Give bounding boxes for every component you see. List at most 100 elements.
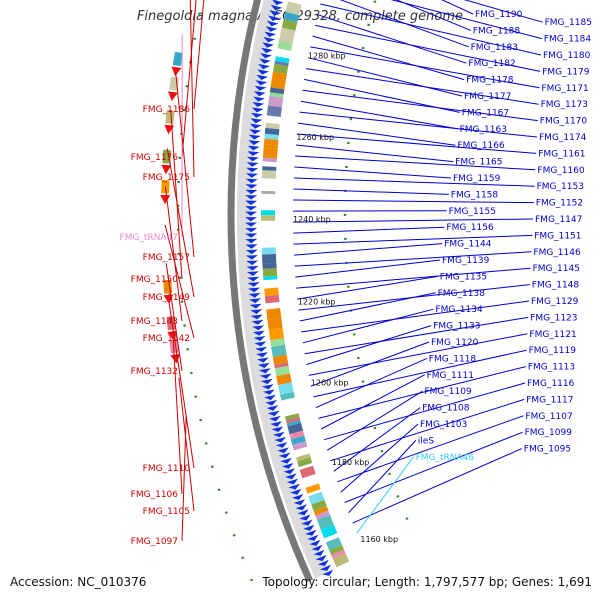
gene-label-plus[interactable]: FMG_1179 xyxy=(542,67,590,77)
gene-label-plus[interactable]: FMG_1159 xyxy=(453,174,501,184)
gene-label-plus[interactable]: FMG_1156 xyxy=(446,223,494,233)
gene-label-plus[interactable]: FMG_1148 xyxy=(532,281,580,291)
gene-label-plus[interactable]: FMG_1103 xyxy=(420,420,467,430)
gene-label-minus[interactable]: FMG_1186 xyxy=(143,105,191,115)
gene-arrow-plus-34 xyxy=(251,107,264,113)
gene-label-plus[interactable]: FMG_1146 xyxy=(533,248,581,258)
gene-label-plus[interactable]: FMG_1145 xyxy=(533,264,580,274)
leader-line-plus xyxy=(310,46,540,89)
gene-label-plus[interactable]: FMG_1107 xyxy=(525,412,572,422)
feature-block-23 xyxy=(266,105,282,117)
gene-label-plus[interactable]: FMG_1178 xyxy=(466,76,514,86)
gene-label-plus[interactable]: FMG_1165 xyxy=(455,158,502,168)
gene-label-plus[interactable]: FMG_1120 xyxy=(431,338,479,348)
gene-label-minus[interactable]: FMG_1150 xyxy=(131,275,179,285)
gene-label-plus[interactable]: FMG_1116 xyxy=(527,379,575,389)
gene-label-minus[interactable]: FMG_1176 xyxy=(131,153,179,163)
feature-block-47 xyxy=(271,344,287,358)
leader-line-plus xyxy=(293,234,533,245)
gene-label-plus[interactable]: FMG_1155 xyxy=(449,207,496,217)
gene-label-plus[interactable]: FMG_1158 xyxy=(451,190,499,200)
gene-label-plus[interactable]: FMG_1167 xyxy=(462,108,509,118)
gene-label-plus[interactable]: FMG_1180 xyxy=(543,51,591,61)
gene-label-plus[interactable]: FMG_1109 xyxy=(424,387,472,397)
gene-label-plus[interactable]: FMG_tRNA46 xyxy=(416,453,475,463)
leader-line-plus xyxy=(310,341,430,387)
gene-label-plus[interactable]: FMG_1182 xyxy=(468,59,515,69)
gene-label-plus[interactable]: FMG_1177 xyxy=(464,92,511,102)
gene-label-plus[interactable]: FMG_1166 xyxy=(457,141,505,151)
gene-label-plus[interactable]: FMG_1190 xyxy=(475,10,523,20)
guide-ring-1 xyxy=(176,0,262,600)
gene-label-plus[interactable]: FMG_1133 xyxy=(433,322,480,332)
gene-arrow-plus-109 xyxy=(297,509,309,516)
feature-block-39 xyxy=(262,268,278,277)
feature-block-35 xyxy=(261,215,275,221)
gene-label-plus[interactable]: FMG_1117 xyxy=(526,395,573,405)
gene-label-plus[interactable]: FMG_1188 xyxy=(473,26,521,36)
gene-arrow-plus-72 xyxy=(250,314,263,320)
gene-label-plus[interactable]: FMG_1119 xyxy=(529,346,577,356)
gene-label-plus[interactable]: FMG_1151 xyxy=(534,231,581,241)
gene-label-plus[interactable]: FMG_1134 xyxy=(435,305,483,315)
feature-block-73 xyxy=(331,549,346,559)
gene-label-minus[interactable]: FMG_1149 xyxy=(143,293,191,303)
leader-line-plus xyxy=(390,0,542,40)
gene-label-plus[interactable]: FMG_1095 xyxy=(524,445,571,455)
feature-block-53 xyxy=(280,391,295,401)
gene-label-plus[interactable]: FMG_1111 xyxy=(427,371,474,381)
leader-line-plus xyxy=(299,292,436,322)
gene-arrow-plus-68 xyxy=(248,292,261,298)
gene-labels[interactable]: FMG_1190 FMG_1185 FMG_1188 FMG_1184 FMG_1183… xyxy=(119,10,591,547)
gene-arrow-plus-75 xyxy=(252,330,265,336)
gene-label-plus[interactable]: FMG_1129 xyxy=(531,297,579,307)
gene-label-plus[interactable]: FMG_1099 xyxy=(525,428,573,438)
gene-label-minus[interactable]: FMG_1157 xyxy=(143,253,190,263)
gene-label-plus[interactable]: FMG_1163 xyxy=(460,125,507,135)
gene-label-plus[interactable]: FMG_1153 xyxy=(537,182,584,192)
gene-label-plus[interactable]: FMG_1121 xyxy=(529,330,576,340)
gene-label-plus[interactable]: FMG_1147 xyxy=(535,215,582,225)
gene-label-minus[interactable]: FMG_1143 xyxy=(131,317,178,327)
gene-label-minus[interactable]: FMG_1175 xyxy=(143,173,190,183)
gene-label-plus[interactable]: FMG_1184 xyxy=(544,35,592,45)
gene-arrow-plus-82 xyxy=(258,368,271,374)
leader-line-plus xyxy=(312,35,465,81)
gene-label-minus[interactable]: FMG_1142 xyxy=(143,334,190,344)
gene-label-plus[interactable]: FMG_1152 xyxy=(536,199,583,209)
leader-line-plus xyxy=(307,57,463,97)
gene-label-plus[interactable]: FMG_1171 xyxy=(541,84,588,94)
gene-label-plus[interactable]: FMG_1118 xyxy=(429,354,477,364)
leader-line-plus xyxy=(333,407,421,472)
gene-label-plus[interactable]: ileS xyxy=(418,436,435,446)
gene-label-plus[interactable]: FMG_1173 xyxy=(541,100,588,110)
gene-arrow-plus-37 xyxy=(249,123,262,129)
gene-label-plus[interactable]: FMG_1170 xyxy=(540,117,588,127)
gene-label-minus[interactable]: FMG_1097 xyxy=(131,537,178,547)
gene-arrow-plus-115 xyxy=(309,539,321,546)
feature-block-61 xyxy=(295,453,311,462)
gene-arrow-plus-105 xyxy=(290,488,302,495)
gene-label-minus[interactable]: FMG_1110 xyxy=(143,464,191,474)
feature-block-55 xyxy=(286,417,301,424)
gene-label-minus[interactable]: FMG_1105 xyxy=(143,507,190,517)
gene-arrow-plus-44 xyxy=(246,162,259,167)
gene-label-plus[interactable]: FMG_1183 xyxy=(471,43,518,53)
gene-label-plus[interactable]: FMG_1108 xyxy=(422,404,470,414)
gene-label-plus[interactable]: FMG_1138 xyxy=(438,289,486,299)
gene-label-plus[interactable]: FMG_1185 xyxy=(545,18,592,28)
gene-label-plus[interactable]: FMG_1144 xyxy=(444,240,492,250)
gene-label-minus[interactable]: FMG_1132 xyxy=(131,367,178,377)
gene-label-plus[interactable]: FMG_1139 xyxy=(442,256,490,266)
leader-line-minus xyxy=(166,148,195,298)
gene-label-plus[interactable]: FMG_1113 xyxy=(528,363,575,373)
gene-label-plus[interactable]: FMG_1160 xyxy=(537,166,585,176)
gene-label-minus[interactable]: FMG_tRNA47 xyxy=(119,233,178,243)
gene-label-plus[interactable]: FMG_1174 xyxy=(539,133,587,143)
gene-arrow-plus-87 xyxy=(264,394,276,401)
gene-label-plus[interactable]: FMG_1123 xyxy=(530,313,577,323)
gene-label-plus[interactable]: FMG_1161 xyxy=(538,149,585,159)
gene-label-plus[interactable]: FMG_1135 xyxy=(440,272,487,282)
gene-label-minus[interactable]: FMG_1106 xyxy=(131,490,179,500)
feature-block-26 xyxy=(264,133,279,140)
